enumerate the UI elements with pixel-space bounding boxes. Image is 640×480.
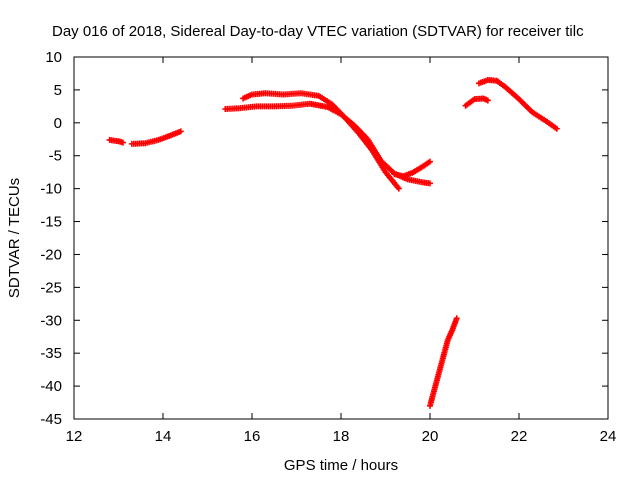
data-point — [177, 128, 184, 135]
series-arc-2 — [128, 128, 184, 147]
data-series — [106, 77, 560, 409]
y-tick-label: -35 — [40, 345, 62, 362]
series-arc-5 — [391, 158, 433, 180]
series-arc-8 — [475, 77, 560, 132]
x-tick-label: 16 — [244, 428, 261, 445]
y-tick-label: -40 — [40, 378, 62, 395]
x-tick-label: 20 — [422, 428, 439, 445]
y-tick-label: -20 — [40, 246, 62, 263]
x-tick-label: 12 — [66, 428, 83, 445]
data-point — [453, 315, 460, 322]
x-axis-label: GPS time / hours — [284, 457, 398, 474]
x-tick-label: 22 — [511, 428, 528, 445]
x-tick-label: 14 — [155, 428, 172, 445]
y-tick-label: -15 — [40, 214, 62, 231]
y-tick-label: -45 — [40, 411, 62, 428]
y-tick-label: -30 — [40, 312, 62, 329]
series-arc-7 — [462, 95, 491, 109]
y-tick-label: 5 — [54, 82, 62, 99]
y-tick-label: 0 — [54, 115, 62, 132]
data-point — [395, 185, 402, 192]
series-arc-6 — [427, 315, 460, 409]
axis-ticks — [73, 56, 609, 420]
y-tick-label: -10 — [40, 181, 62, 198]
y-tick-label: -25 — [40, 279, 62, 296]
y-axis-label: SDTVAR / TECUs — [6, 178, 23, 298]
chart-title: Day 016 of 2018, Sidereal Day-to-day VTE… — [52, 23, 584, 40]
data-point — [427, 158, 433, 165]
x-tick-label: 18 — [333, 428, 350, 445]
data-point — [119, 139, 126, 146]
tick-labels: 12 14 16 18 20 22 24 10 5 0 -5 -10 -15 -20 -25 -30 -35 -4… — [40, 49, 616, 445]
y-tick-label: -5 — [49, 148, 62, 165]
data-point — [484, 97, 491, 104]
y-tick-label: 10 — [45, 49, 62, 66]
series-arc-4 — [240, 90, 402, 192]
series-arc-1 — [106, 136, 126, 146]
data-point — [427, 180, 433, 187]
data-point — [553, 125, 560, 132]
x-tick-label: 24 — [600, 428, 617, 445]
